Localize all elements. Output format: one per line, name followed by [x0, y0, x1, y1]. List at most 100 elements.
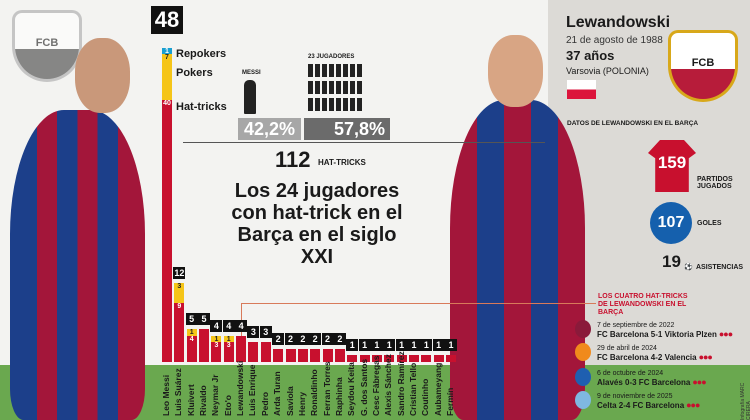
player-name: Cristian Tello — [408, 362, 418, 416]
messi-photo — [10, 110, 145, 420]
bar-19 — [396, 355, 407, 362]
player-name: Ronaldinho — [309, 369, 320, 416]
bar-segment-hattricks — [285, 348, 296, 362]
bar-segment-hattricks — [248, 342, 259, 362]
player-name: Coutinho — [420, 378, 431, 416]
player-name: Luis Suárez — [173, 368, 184, 416]
bar-10 — [285, 348, 296, 362]
player-name: Luis Enrique — [247, 364, 258, 416]
bar-segment-hattricks — [359, 355, 370, 362]
bar-21 — [421, 355, 432, 362]
goal-dots: ●●● — [718, 329, 733, 339]
player-name: Raphinha — [333, 377, 344, 416]
bar-segment-pokers: 1 — [186, 329, 197, 336]
bar-20 — [409, 355, 419, 362]
goal-dots: ●●● — [698, 352, 713, 362]
bar-0: 1 7 40 — [162, 47, 172, 362]
bar-7 — [248, 342, 259, 362]
others-label: 23 JUGADORES — [308, 54, 355, 60]
bar-segment-hattricks — [322, 348, 333, 362]
bar-total-label: 3 — [259, 326, 272, 339]
bar-total-label: 2 — [333, 332, 346, 345]
hattrick-date: 9 de noviembre de 2025 — [597, 393, 673, 400]
bar-segment-hattricks — [310, 348, 321, 362]
bar-segment-pokers: 3 — [174, 283, 185, 304]
bar-total-label: 3 — [247, 326, 260, 339]
hattrick-match: Celta 2-4 FC Barcelona — [597, 401, 685, 410]
club-crest-icon — [575, 320, 591, 338]
bar-13 — [322, 348, 333, 362]
bar-segment-repokers: 1 — [162, 47, 172, 55]
bar-6 — [236, 335, 247, 362]
bar-segment-hattricks — [297, 348, 308, 362]
bar-total-label: 1 — [408, 339, 420, 352]
hattrick-match: FC Barcelona 4-2 Valencia — [597, 353, 697, 362]
goal-dots: ●●● — [692, 377, 706, 387]
bar-total-label: 4 — [235, 319, 248, 332]
lewandowski-photo — [450, 100, 585, 420]
bar-segment-pokers: 1 — [223, 335, 234, 343]
messi-photo-head — [75, 38, 130, 113]
bar-segment-hattricks — [384, 355, 395, 362]
connector-line-h — [241, 303, 596, 304]
bar-segment-hattricks — [421, 355, 432, 362]
bar-total-label: 2 — [309, 332, 322, 345]
player-name: Neymar Jr — [210, 374, 221, 416]
hattrick-date: 6 de octubre de 2024 — [597, 370, 664, 377]
player-name: Ferran Torres — [321, 361, 332, 416]
player-name: Seydou Keita — [346, 362, 357, 416]
bar-11 — [297, 348, 308, 362]
credit: Infografía MARC CIRERA — [740, 382, 750, 420]
bar-12 — [310, 348, 321, 362]
matches-label: PARTIDOS JUGADOS — [697, 176, 733, 190]
goal-dots: ●●● — [686, 400, 700, 410]
bar-segment-hattricks — [260, 342, 271, 362]
poland-flag — [567, 80, 596, 99]
matches-shirt: 159 — [648, 140, 696, 192]
bar-total-label: 1 — [358, 339, 371, 352]
bar-total-label: 2 — [296, 332, 309, 345]
fcb-crest: FCB — [668, 30, 738, 102]
bar-segment-hattricks: 3 — [211, 342, 222, 362]
bar-segment-pokers: 7 — [162, 54, 172, 100]
bar-total-label: 1 — [383, 339, 396, 352]
profile-age: 37 años — [566, 48, 615, 63]
bar-total-label: 1 — [445, 339, 458, 352]
bar-total-label: 5 — [198, 313, 211, 326]
bar-total-label: 1 — [395, 339, 408, 352]
bar-segment-hattricks: 4 — [186, 335, 197, 362]
profile-name: Lewandowski — [566, 14, 671, 31]
total-hattricks: 112 — [275, 147, 311, 172]
bar-segment-hattricks — [433, 355, 444, 362]
player-name: Kluivert — [185, 384, 196, 416]
others-percent: 57,8% — [304, 118, 390, 140]
profile-birthplace: Varsovia (POLONIA) — [566, 66, 649, 76]
hattrick-item: 29 de abril de 2024 FC Barcelona 4-2 Vale… — [597, 345, 713, 363]
bar-total-label: 1 — [346, 339, 359, 352]
goals-label: GOLES — [697, 220, 722, 227]
bar-total-label: 1 — [370, 339, 383, 352]
player-name: Lewandowski — [235, 360, 246, 416]
arrow-line — [183, 142, 545, 143]
assists-value: 19 — [662, 252, 681, 271]
player-name: G. dos Santos — [358, 358, 369, 416]
bar-segment-hattricks — [371, 355, 382, 362]
bar-total-label: 1 — [420, 339, 433, 352]
bar-segment-hattricks: 3 — [223, 342, 234, 362]
messi-label: MESSI — [242, 70, 261, 76]
hattricks-box-title: LOS CUATRO HAT-TRICKS DE LEWANDOWSKI EN … — [598, 293, 688, 316]
bar-segment-pokers: 1 — [211, 335, 222, 343]
legend-pokers: Pokers — [176, 67, 213, 79]
club-crest-icon — [575, 391, 591, 409]
bar-segment-hattricks — [446, 355, 457, 362]
bar-segment-hattricks — [347, 355, 358, 362]
legend-hattricks: Hat-tricks — [176, 101, 227, 113]
club-crest-icon — [575, 343, 591, 361]
lewandowski-photo-head — [488, 35, 543, 107]
ball-icon: ⚽ — [684, 264, 693, 271]
player-name: Alexis Sánchez — [383, 354, 394, 416]
